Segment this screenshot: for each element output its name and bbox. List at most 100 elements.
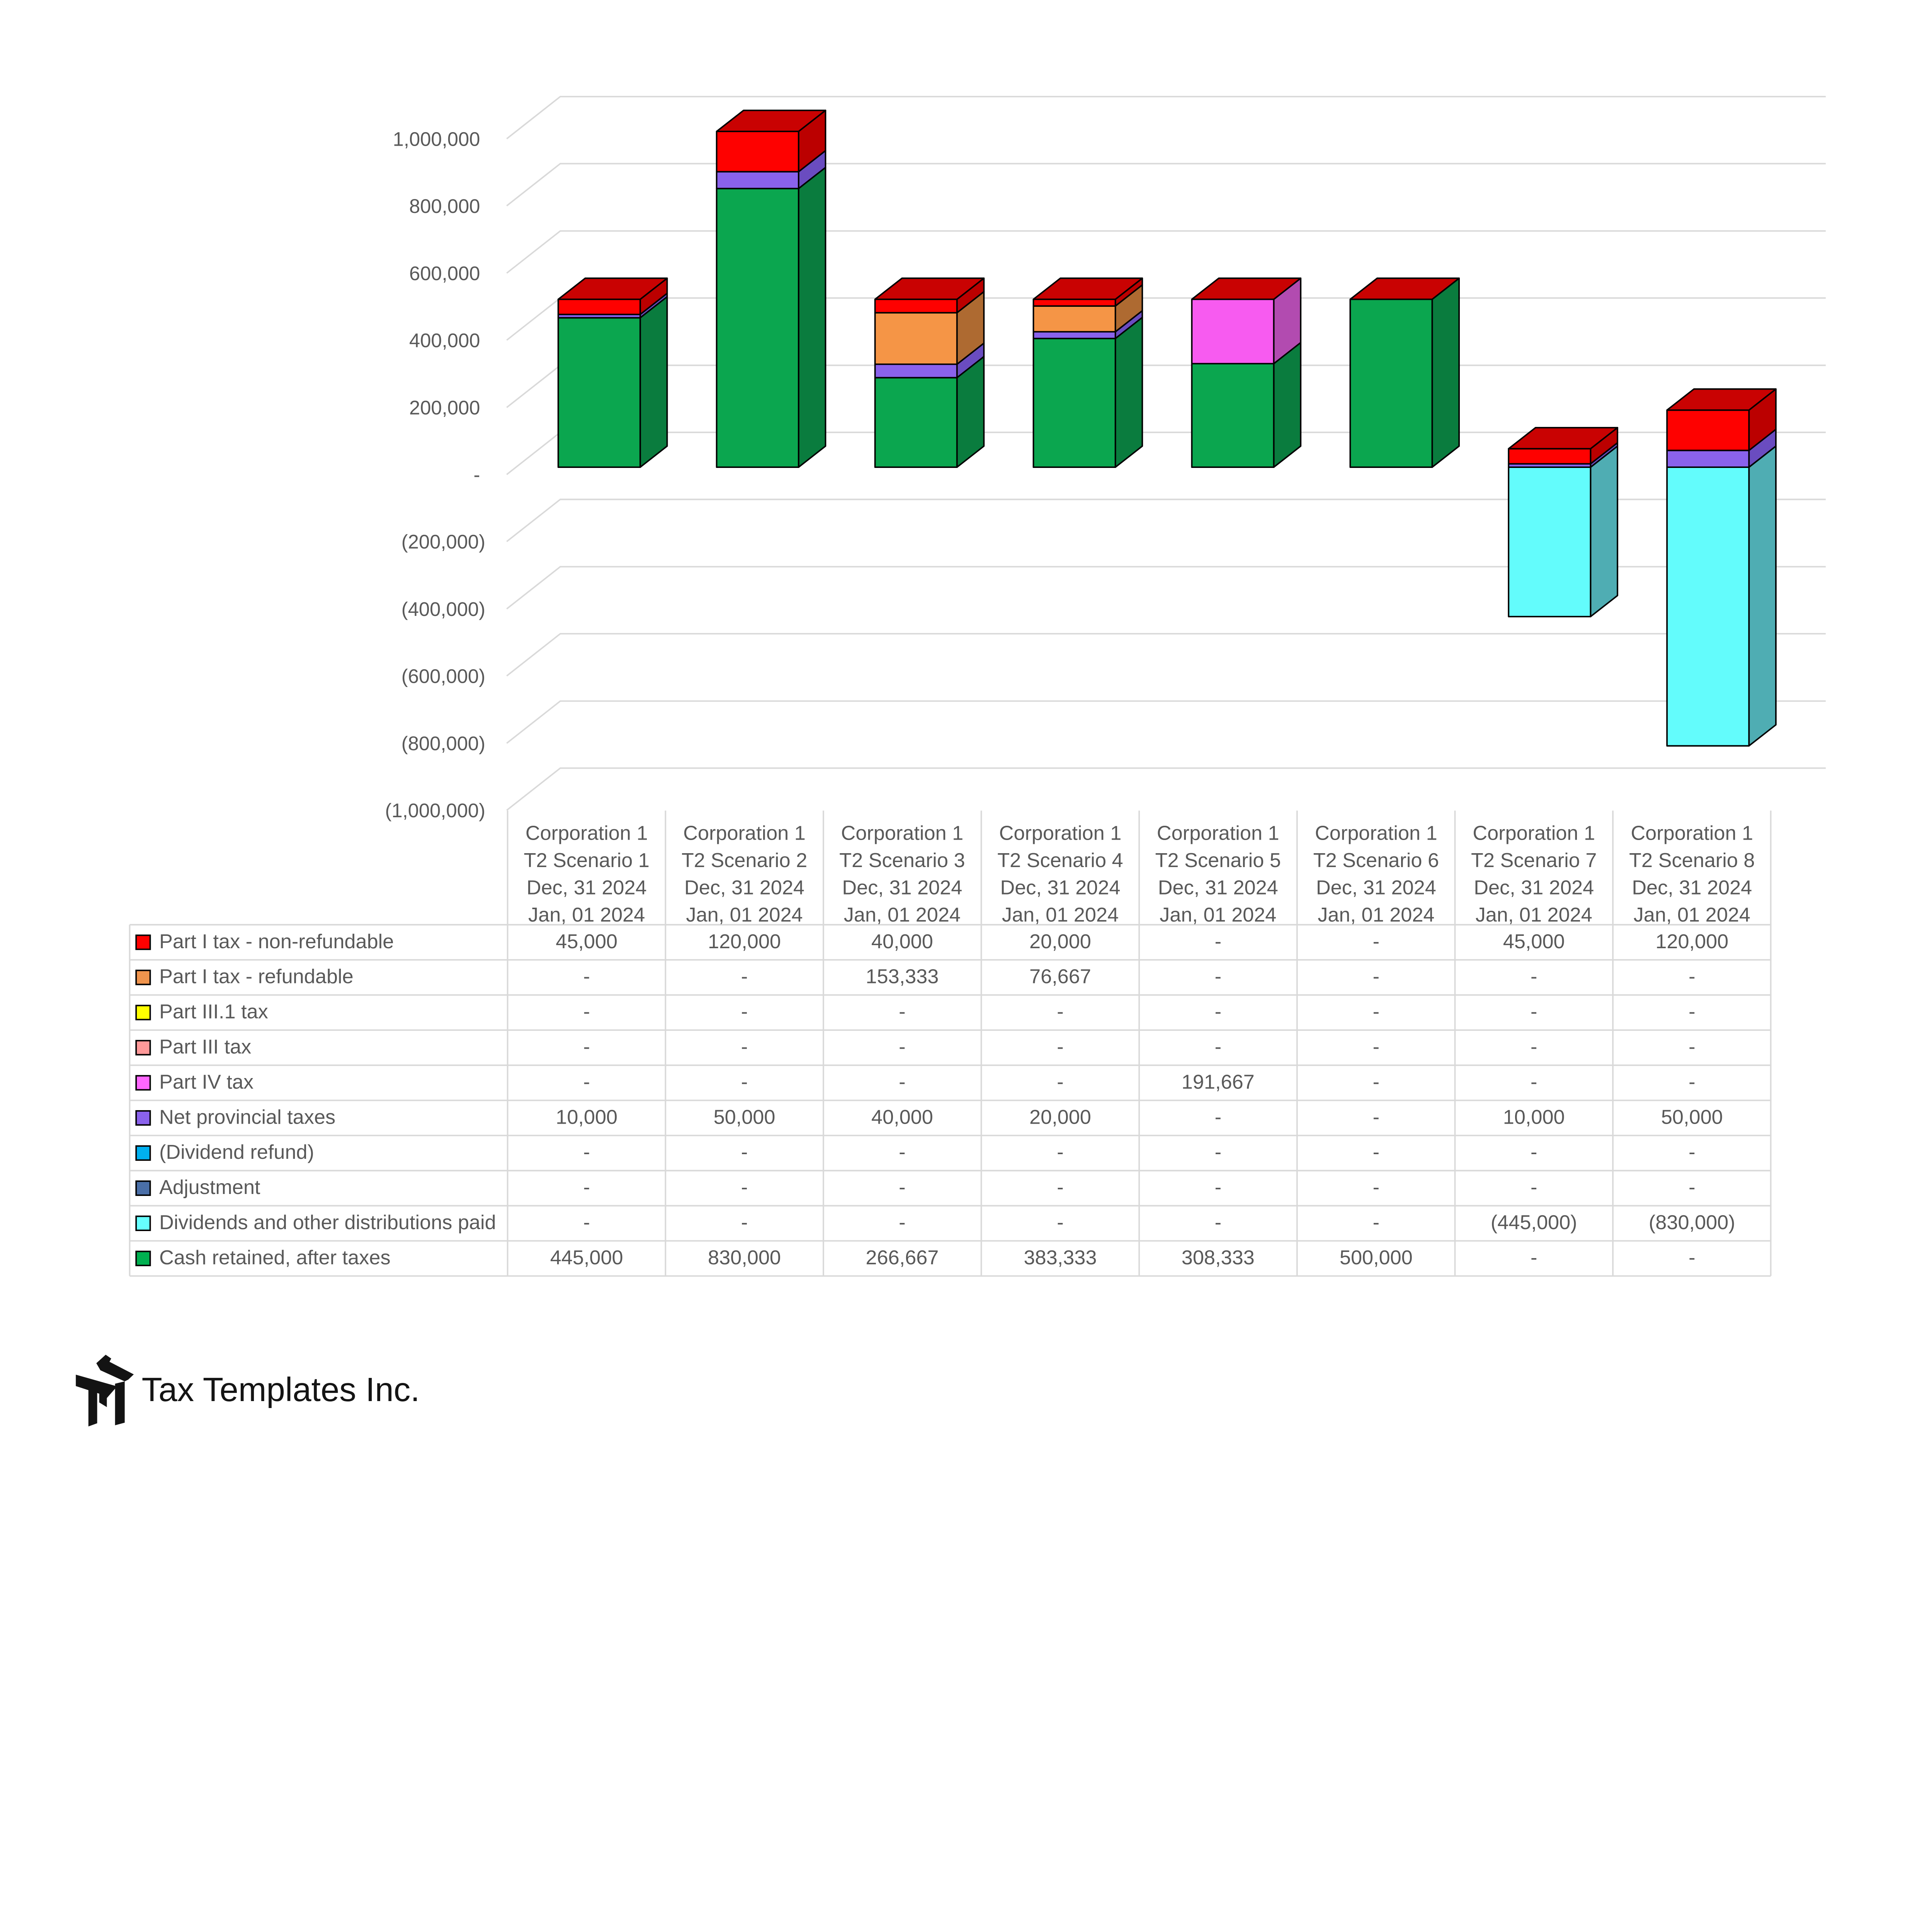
svg-text:-: - [1057, 1071, 1063, 1093]
svg-text:-: - [1531, 1247, 1537, 1269]
svg-text:-: - [1531, 1071, 1537, 1093]
svg-text:-: - [1373, 1106, 1379, 1128]
svg-text:-: - [899, 1176, 905, 1199]
svg-text:600,000: 600,000 [409, 262, 480, 284]
svg-text:Part III tax: Part III tax [159, 1036, 251, 1058]
svg-text:T2 Scenario 7: T2 Scenario 7 [1471, 849, 1597, 872]
svg-text:(400,000): (400,000) [401, 598, 485, 620]
svg-text:-: - [1689, 1247, 1695, 1269]
svg-text:Dec, 31 2024: Dec, 31 2024 [684, 876, 804, 899]
svg-text:-: - [1373, 1001, 1379, 1023]
svg-text:-: - [1689, 1071, 1695, 1093]
svg-text:-: - [899, 1001, 905, 1023]
svg-text:-: - [1531, 1176, 1537, 1199]
svg-text:-: - [1373, 930, 1379, 953]
svg-text:T2 Scenario 1: T2 Scenario 1 [524, 849, 649, 872]
svg-text:-: - [1373, 1141, 1379, 1163]
svg-text:-: - [1689, 1141, 1695, 1163]
svg-text:266,667: 266,667 [866, 1247, 939, 1269]
svg-text:-: - [741, 1036, 748, 1058]
svg-text:-: - [741, 1071, 748, 1093]
svg-text:-: - [1215, 1001, 1221, 1023]
svg-text:Dec, 31 2024: Dec, 31 2024 [1316, 876, 1436, 899]
svg-text:(445,000): (445,000) [1491, 1211, 1577, 1234]
svg-text:Corporation 1: Corporation 1 [1157, 822, 1279, 844]
svg-text:Corporation 1: Corporation 1 [999, 822, 1122, 844]
svg-text:Dec, 31 2024: Dec, 31 2024 [1632, 876, 1752, 899]
svg-text:-: - [1531, 1001, 1537, 1023]
svg-text:-: - [1689, 966, 1695, 988]
svg-text:50,000: 50,000 [714, 1106, 776, 1128]
svg-text:383,333: 383,333 [1024, 1247, 1097, 1269]
svg-text:-: - [899, 1211, 905, 1234]
svg-text:T2 Scenario 6: T2 Scenario 6 [1313, 849, 1439, 872]
svg-text:-: - [1215, 1106, 1221, 1128]
svg-text:191,667: 191,667 [1182, 1071, 1255, 1093]
svg-text:-: - [1215, 930, 1221, 953]
svg-text:T2 Scenario 2: T2 Scenario 2 [682, 849, 807, 872]
svg-text:(600,000): (600,000) [401, 665, 485, 687]
svg-text:10,000: 10,000 [1503, 1106, 1565, 1128]
svg-text:Dec, 31 2024: Dec, 31 2024 [1000, 876, 1120, 899]
svg-text:Jan, 01 2024: Jan, 01 2024 [1002, 904, 1119, 926]
svg-text:T2 Scenario 8: T2 Scenario 8 [1629, 849, 1755, 872]
svg-text:T2 Scenario 5: T2 Scenario 5 [1155, 849, 1281, 872]
svg-text:-: - [474, 464, 480, 486]
svg-text:800,000: 800,000 [409, 195, 480, 217]
svg-text:-: - [583, 1001, 590, 1023]
svg-text:-: - [1373, 1071, 1379, 1093]
svg-text:45,000: 45,000 [1503, 930, 1565, 953]
svg-text:Part I tax - refundable: Part I tax - refundable [159, 966, 354, 988]
svg-text:-: - [741, 1176, 748, 1199]
svg-text:120,000: 120,000 [708, 930, 781, 953]
svg-text:-: - [1215, 1176, 1221, 1199]
svg-text:Dividends and other distributi: Dividends and other distributions paid [159, 1211, 496, 1234]
svg-text:-: - [899, 1071, 905, 1093]
svg-text:Corporation 1: Corporation 1 [683, 822, 806, 844]
svg-text:-: - [1215, 1211, 1221, 1234]
svg-text:200,000: 200,000 [409, 397, 480, 419]
svg-text:-: - [1057, 1001, 1063, 1023]
svg-text:Adjustment: Adjustment [159, 1176, 260, 1199]
svg-text:Corporation 1: Corporation 1 [1315, 822, 1437, 844]
svg-text:-: - [583, 1211, 590, 1234]
svg-text:1,000,000: 1,000,000 [393, 128, 480, 150]
svg-text:830,000: 830,000 [708, 1247, 781, 1269]
svg-text:20,000: 20,000 [1029, 930, 1091, 953]
svg-text:-: - [899, 1141, 905, 1163]
svg-text:-: - [1531, 966, 1537, 988]
svg-text:-: - [1215, 966, 1221, 988]
svg-text:Dec, 31 2024: Dec, 31 2024 [1474, 876, 1594, 899]
svg-text:-: - [583, 966, 590, 988]
svg-text:308,333: 308,333 [1182, 1247, 1255, 1269]
svg-text:Corporation 1: Corporation 1 [526, 822, 648, 844]
svg-text:20,000: 20,000 [1029, 1106, 1091, 1128]
svg-text:45,000: 45,000 [556, 930, 617, 953]
svg-text:T2 Scenario 4: T2 Scenario 4 [997, 849, 1123, 872]
svg-text:(830,000): (830,000) [1649, 1211, 1735, 1234]
svg-text:Net provincial taxes: Net provincial taxes [159, 1106, 335, 1128]
svg-text:-: - [583, 1176, 590, 1199]
svg-text:Part I tax - non-refundable: Part I tax - non-refundable [159, 930, 394, 953]
svg-text:120,000: 120,000 [1655, 930, 1728, 953]
svg-text:445,000: 445,000 [550, 1247, 623, 1269]
svg-text:-: - [741, 966, 748, 988]
svg-text:153,333: 153,333 [866, 966, 939, 988]
svg-text:Tax Templates Inc.: Tax Templates Inc. [142, 1371, 420, 1408]
svg-text:(800,000): (800,000) [401, 733, 485, 755]
svg-text:-: - [741, 1211, 748, 1234]
svg-text:-: - [741, 1141, 748, 1163]
svg-text:50,000: 50,000 [1661, 1106, 1723, 1128]
svg-text:-: - [1057, 1141, 1063, 1163]
svg-text:-: - [1689, 1001, 1695, 1023]
svg-text:Jan, 01 2024: Jan, 01 2024 [1160, 904, 1276, 926]
svg-text:Corporation 1: Corporation 1 [841, 822, 964, 844]
svg-text:-: - [1373, 1036, 1379, 1058]
svg-text:-: - [741, 1001, 748, 1023]
svg-text:Jan, 01 2024: Jan, 01 2024 [528, 904, 645, 926]
svg-text:-: - [583, 1141, 590, 1163]
svg-text:Jan, 01 2024: Jan, 01 2024 [1318, 904, 1434, 926]
svg-text:76,667: 76,667 [1029, 966, 1091, 988]
svg-text:-: - [899, 1036, 905, 1058]
svg-text:-: - [1689, 1176, 1695, 1199]
